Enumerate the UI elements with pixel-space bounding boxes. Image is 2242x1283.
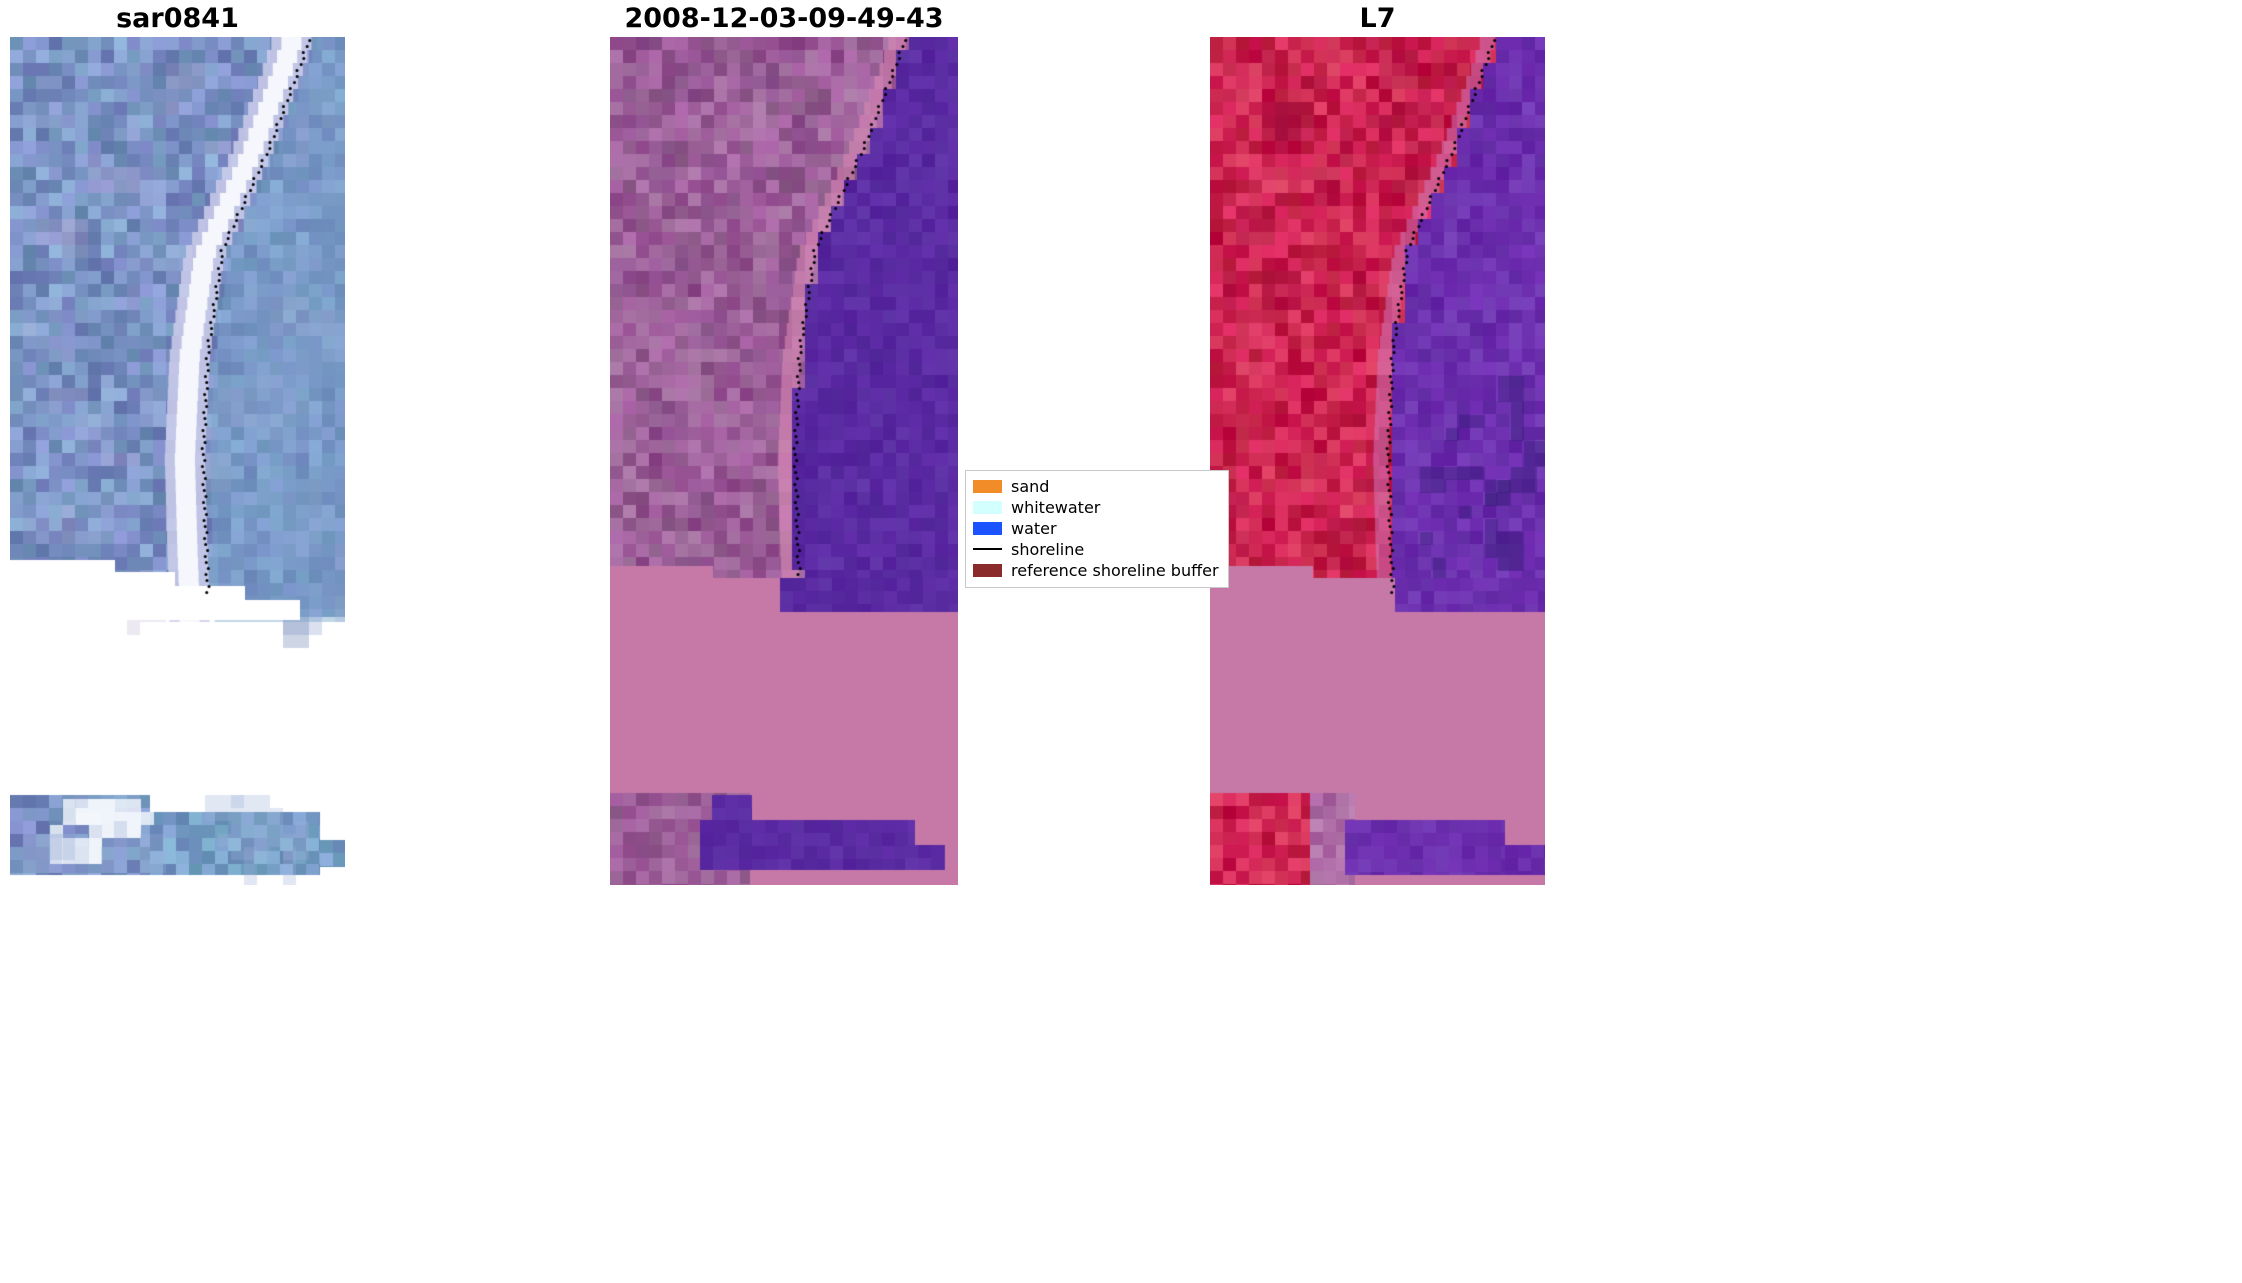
panel-classified: 2008-12-03-09-49-43 xyxy=(610,0,958,885)
legend-item-sand: sand xyxy=(973,476,1219,497)
legend-item-shoreline: shoreline xyxy=(973,539,1219,560)
panel-sar0841: sar0841 xyxy=(10,0,345,885)
legend-item-water: water xyxy=(973,518,1219,539)
legend-label-whitewater: whitewater xyxy=(1011,498,1101,517)
legend: sand whitewater water shoreline referenc… xyxy=(965,470,1229,588)
panel-title-classified: 2008-12-03-09-49-43 xyxy=(624,3,944,34)
legend-item-reference-buffer: reference shoreline buffer xyxy=(973,560,1219,581)
l7-image xyxy=(1210,37,1545,885)
panel-l7: L7 xyxy=(1210,0,1545,885)
legend-label-water: water xyxy=(1011,519,1057,538)
legend-label-sand: sand xyxy=(1011,477,1050,496)
sand-swatch-icon xyxy=(973,480,1002,493)
water-swatch-icon xyxy=(973,522,1002,535)
shoreline-line-icon xyxy=(973,548,1002,550)
reference-buffer-swatch-icon xyxy=(973,564,1002,577)
legend-item-whitewater: whitewater xyxy=(973,497,1219,518)
panel-title-l7: L7 xyxy=(1359,3,1396,34)
whitewater-swatch-icon xyxy=(973,501,1002,514)
classified-image xyxy=(610,37,958,885)
legend-label-reference-buffer: reference shoreline buffer xyxy=(1011,561,1219,580)
sar-image xyxy=(10,37,345,885)
panel-title-sar0841: sar0841 xyxy=(116,3,239,34)
legend-label-shoreline: shoreline xyxy=(1011,540,1085,559)
